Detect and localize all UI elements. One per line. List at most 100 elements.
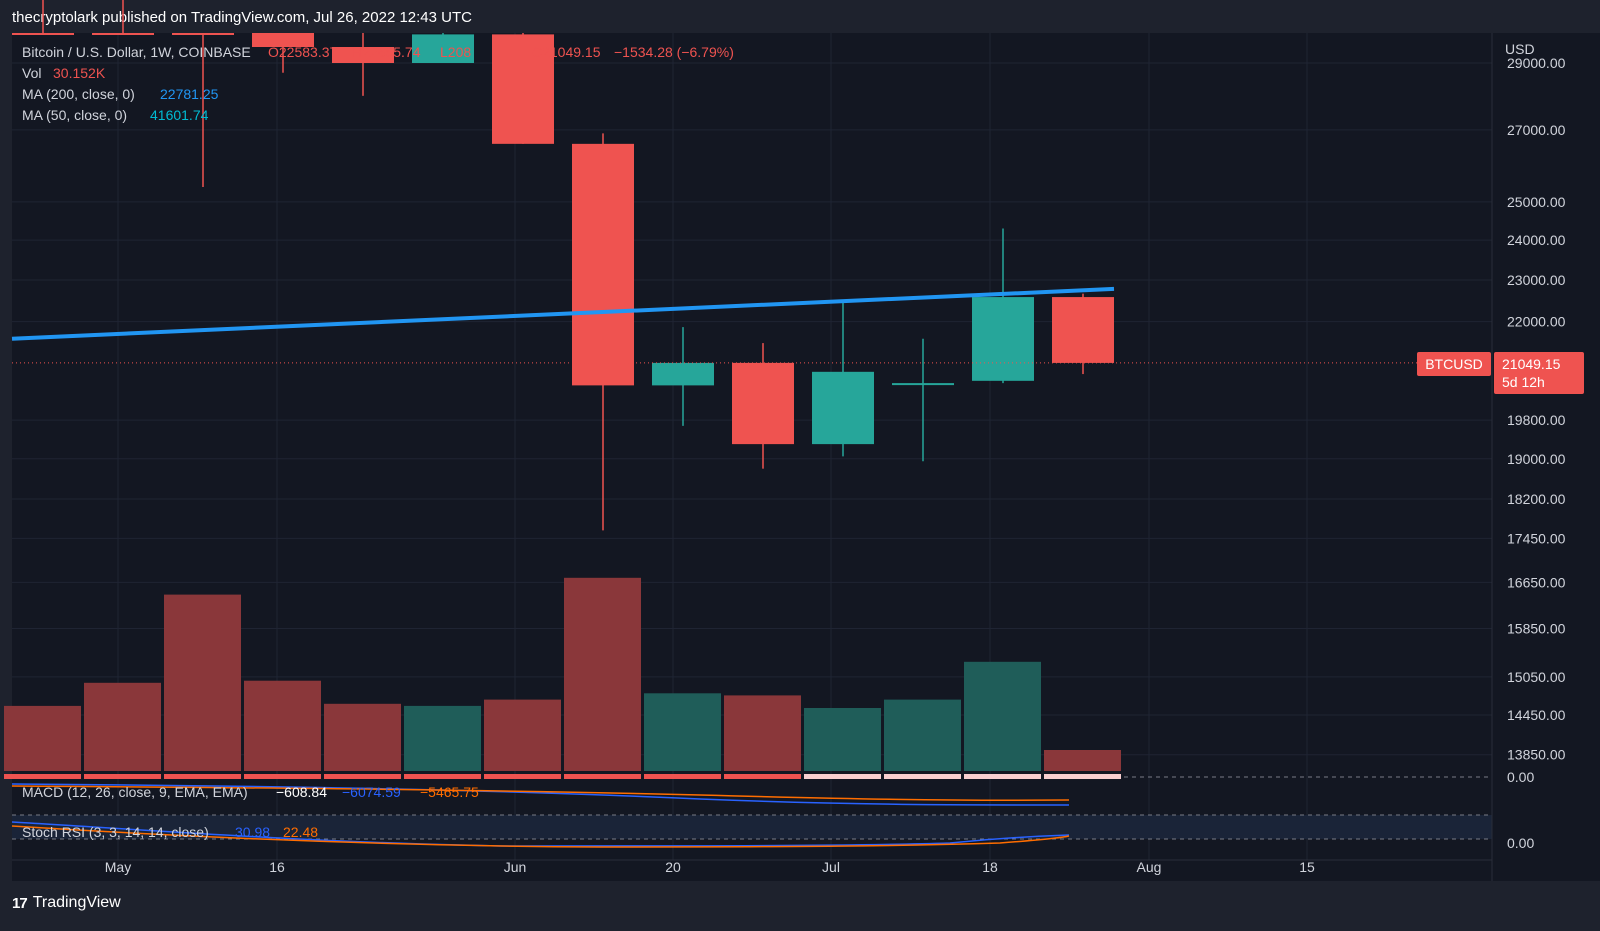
candle-body bbox=[12, 33, 74, 35]
symbol-tag-text: BTCUSD bbox=[1425, 356, 1483, 372]
macd-hist-bar bbox=[244, 774, 321, 779]
legend-close: C21049.15 bbox=[532, 44, 601, 60]
candle-body bbox=[892, 383, 954, 386]
legend-vol-label: Vol bbox=[22, 65, 41, 81]
candle-body bbox=[172, 33, 234, 35]
tradingview-logo-icon: 17 bbox=[12, 894, 28, 912]
legend-change: −1534.28 (−6.79%) bbox=[614, 44, 734, 60]
macd-label: MACD (12, 26, close, 9, EMA, EMA) bbox=[22, 784, 248, 800]
price-tick-label: 23000.00 bbox=[1507, 272, 1566, 288]
price-tick-label: 24000.00 bbox=[1507, 232, 1566, 248]
stoch-d-line bbox=[11, 825, 1070, 848]
price-tick-label: 17450.00 bbox=[1507, 530, 1566, 546]
price-tick-label: 27000.00 bbox=[1507, 122, 1566, 138]
candle-body bbox=[412, 34, 474, 63]
legend-ma50-label: MA (50, close, 0) bbox=[22, 107, 127, 123]
time-tick-label: May bbox=[105, 859, 131, 875]
legend-low: L208 bbox=[440, 44, 471, 60]
price-tick-label: 22000.00 bbox=[1507, 314, 1566, 330]
price-tick-label: 13850.00 bbox=[1507, 747, 1566, 763]
volume-bar bbox=[164, 594, 241, 771]
volume-bar bbox=[564, 577, 641, 771]
candle-body bbox=[732, 362, 794, 445]
volume-bar bbox=[1044, 750, 1121, 771]
legend-ma200-value: 22781.25 bbox=[160, 86, 219, 102]
price-tick-label: 25000.00 bbox=[1507, 194, 1566, 210]
macd-hist-bar bbox=[164, 774, 241, 779]
time-tick-label: 18 bbox=[982, 859, 998, 875]
volume-bar bbox=[724, 695, 801, 771]
candle-body bbox=[492, 34, 554, 144]
macd-hist-bar bbox=[884, 774, 961, 779]
symbol-tag bbox=[1417, 352, 1491, 376]
macd-hist-bar bbox=[484, 774, 561, 779]
stoch-label: Stoch RSI (3, 3, 14, 14, close) bbox=[22, 824, 209, 840]
time-tick-label: Aug bbox=[1137, 859, 1162, 875]
candle-body bbox=[812, 371, 874, 445]
legend-open: O22583.37 bbox=[268, 44, 337, 60]
time-axis[interactable]: May 16 Jun 20 Jul 18 Aug 15 bbox=[12, 859, 1492, 875]
stoch-value-2: 22.48 bbox=[283, 824, 318, 840]
volume-bar bbox=[884, 699, 961, 771]
time-tick-label: 20 bbox=[665, 859, 681, 875]
legend-high: H22665.74 bbox=[352, 44, 421, 60]
signal-line bbox=[11, 785, 1070, 802]
legend-ma50-value: 41601.74 bbox=[150, 107, 209, 123]
candle-body bbox=[332, 47, 394, 63]
stoch-k-line bbox=[11, 821, 1070, 847]
publish-header: thecryptolark published on TradingView.c… bbox=[12, 9, 472, 26]
macd-hist-bar bbox=[84, 774, 161, 779]
macd-hist-bar bbox=[564, 774, 641, 779]
volume-bars bbox=[4, 577, 1121, 771]
candle-body bbox=[92, 33, 154, 35]
macd-hist-bar bbox=[644, 774, 721, 779]
price-axis[interactable]: 29000.00 27000.00 25000.00 24000.00 23000.00… bbox=[1491, 33, 1600, 881]
price-tick-label: 15050.00 bbox=[1507, 669, 1566, 685]
footer-brand[interactable]: 17 TradingView bbox=[12, 894, 121, 912]
macd-value-2: −6074.59 bbox=[342, 784, 401, 800]
macd-value-1: −608.84 bbox=[276, 784, 327, 800]
macd-line bbox=[11, 783, 1070, 806]
volume-bar bbox=[84, 682, 161, 771]
stoch-axis-label: 0.00 bbox=[1507, 835, 1534, 851]
stoch-rsi-pane bbox=[11, 814, 1492, 848]
price-tick-label: 14450.00 bbox=[1507, 707, 1566, 723]
volume-bar bbox=[404, 705, 481, 771]
legend-ma200-label: MA (200, close, 0) bbox=[22, 86, 135, 102]
volume-bar bbox=[804, 708, 881, 771]
stoch-value-1: 30.98 bbox=[235, 824, 270, 840]
macd-hist-bar bbox=[724, 774, 801, 779]
price-tag-countdown: 5d 12h bbox=[1502, 374, 1545, 390]
candle-body bbox=[572, 143, 634, 386]
price-tag bbox=[1494, 352, 1584, 394]
macd-value-3: −5465.75 bbox=[420, 784, 479, 800]
macd-hist-bar bbox=[1044, 774, 1121, 779]
price-tick-label: 19800.00 bbox=[1507, 412, 1566, 428]
candle-body bbox=[1052, 297, 1114, 363]
volume-bar bbox=[484, 699, 561, 771]
candle-body bbox=[252, 33, 314, 48]
macd-hist-bar bbox=[4, 774, 81, 779]
ma200-line bbox=[11, 286, 1115, 341]
candle-body bbox=[652, 362, 714, 386]
macd-hist-bar bbox=[324, 774, 401, 779]
macd-axis-label: 0.00 bbox=[1507, 769, 1534, 785]
footer-brand-text: TradingView bbox=[32, 894, 121, 911]
time-tick-label: Jul bbox=[822, 859, 840, 875]
price-tick-label: 29000.00 bbox=[1507, 55, 1566, 71]
price-tick-label: 15850.00 bbox=[1507, 620, 1566, 636]
time-tick-label: 16 bbox=[269, 859, 285, 875]
price-axis-bg bbox=[1492, 33, 1600, 881]
legend-vol-value: 30.152K bbox=[53, 65, 106, 81]
price-tag-value: 21049.15 bbox=[1502, 356, 1561, 372]
volume-bar bbox=[964, 661, 1041, 771]
currency-label: USD bbox=[1505, 41, 1535, 57]
time-tick-label: 15 bbox=[1299, 859, 1315, 875]
legend-symbol: Bitcoin / U.S. Dollar, 1W, COINBASE bbox=[22, 44, 251, 60]
macd-hist-bar bbox=[964, 774, 1041, 779]
stoch-band bbox=[12, 815, 1492, 839]
volume-bar bbox=[324, 703, 401, 771]
macd-hist-bar bbox=[404, 774, 481, 779]
